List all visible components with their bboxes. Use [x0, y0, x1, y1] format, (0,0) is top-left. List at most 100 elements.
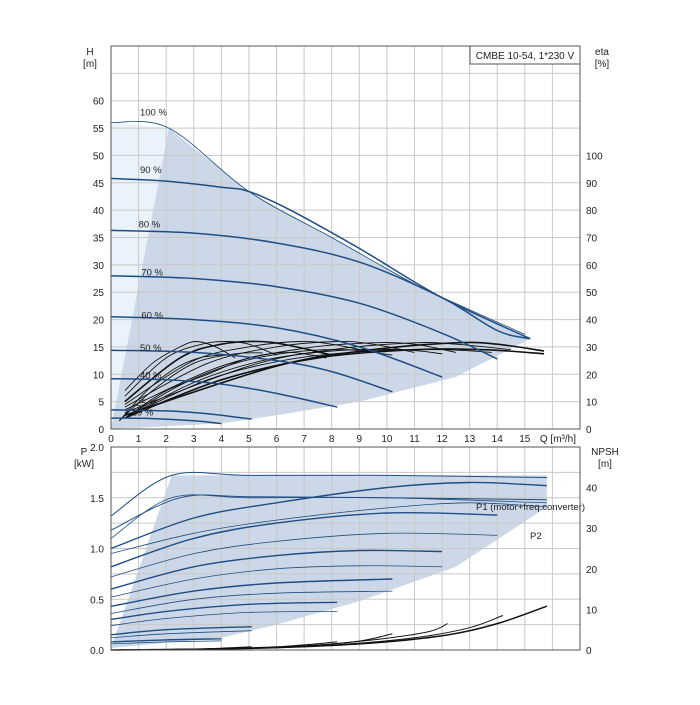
eta-tick-label: 80	[586, 206, 598, 217]
npsh-tick-label: 30	[586, 524, 598, 535]
q-tick-label: 3	[191, 434, 197, 445]
q-axis-label: Q [m³/h]	[540, 434, 576, 445]
p-tick-label: 2.0	[90, 443, 104, 454]
head-curve-label: 80 %	[139, 220, 161, 231]
p2-curve	[110, 494, 547, 539]
p1-curve	[110, 494, 547, 531]
head-curve-label: 19 %	[132, 407, 154, 418]
h-tick-label: 40	[93, 206, 105, 217]
q-tick-label: 10	[381, 434, 393, 445]
eta-curve	[118, 352, 263, 422]
p2-curve	[110, 502, 547, 554]
eta-curve	[124, 341, 277, 397]
p1-curve	[110, 511, 498, 568]
eta-curve	[124, 341, 236, 392]
p2-curve	[110, 640, 222, 645]
eta-axis-unit: [%]	[595, 59, 610, 70]
h-tick-label: 60	[93, 97, 105, 108]
head-curve	[110, 120, 525, 335]
head-curve	[110, 316, 443, 378]
p2-curve	[110, 532, 498, 578]
head-curve-label: 25 %	[136, 398, 158, 409]
head-curve-label: 40 %	[140, 371, 162, 382]
h-tick-label: 5	[98, 398, 104, 409]
p2-curve	[110, 630, 252, 639]
head-curve-label: 70 %	[141, 267, 163, 278]
power-operating-area	[111, 475, 547, 648]
title-box	[469, 45, 581, 65]
p-tick-label: 0.0	[90, 646, 104, 657]
eta-tick-label: 20	[586, 370, 598, 381]
h-axis-label: H	[86, 47, 93, 58]
h-axis-unit: [m]	[83, 59, 97, 70]
eta-curve	[124, 342, 456, 411]
head-panel-frame	[110, 45, 581, 430]
q-tick-label: 8	[329, 434, 335, 445]
h-tick-label: 10	[93, 370, 105, 381]
npsh-axis-unit: [m]	[598, 459, 612, 470]
chart-title: CMBE 10-54, 1*230 V	[476, 51, 575, 62]
h-tick-label: 25	[93, 288, 105, 299]
eta-tick-label: 100	[586, 151, 603, 162]
eta-curve	[118, 354, 222, 422]
p2-series-label: P2	[530, 531, 542, 542]
head-curve-label: 60 %	[141, 310, 163, 321]
q-tick-label: 5	[246, 434, 252, 445]
p-tick-label: 1.5	[90, 494, 104, 505]
eta-tick-label: 60	[586, 261, 598, 272]
head-curve	[110, 349, 393, 393]
eta-axis-label: eta	[595, 47, 609, 58]
q-tick-label: 6	[274, 434, 280, 445]
h-tick-label: 0	[98, 425, 104, 436]
npsh-tick-label: 40	[586, 484, 598, 495]
q-tick-label: 12	[436, 434, 448, 445]
q-tick-label: 2	[163, 434, 169, 445]
eta-tick-label: 70	[586, 234, 598, 245]
head-curve	[110, 417, 222, 425]
h-tick-label: 15	[93, 343, 105, 354]
head-curve	[110, 377, 338, 408]
p1-curve	[110, 549, 443, 590]
h-tick-label: 30	[93, 261, 105, 272]
h-tick-label: 55	[93, 124, 105, 135]
head-curve-label: 50 %	[140, 343, 162, 354]
npsh-tick-label: 0	[586, 646, 592, 657]
p1-curve	[110, 601, 338, 621]
npsh-tick-label: 20	[586, 565, 598, 576]
h-tick-label: 35	[93, 234, 105, 245]
p1-curve	[110, 471, 547, 517]
p-axis-label: P	[81, 447, 88, 458]
q-tick-label: 7	[301, 434, 307, 445]
p1-curve	[110, 626, 252, 636]
p2-curve	[110, 590, 393, 614]
eta-curve	[124, 348, 545, 419]
p2-curve	[110, 565, 443, 598]
h-tick-label: 20	[93, 316, 105, 327]
eta-tick-label: 40	[586, 316, 598, 327]
q-tick-label: 11	[409, 434, 420, 445]
head-operating-area	[111, 128, 531, 429]
eta-tick-label: 0	[586, 425, 592, 436]
eta-tick-label: 90	[586, 179, 598, 190]
head-curve-label: 90 %	[140, 165, 162, 176]
eta-curve	[124, 340, 415, 408]
p-tick-label: 0.5	[90, 595, 104, 606]
p-tick-label: 1.0	[90, 545, 104, 556]
head-curve	[110, 409, 252, 420]
p1-series-label: P1 (motor+freq.converter)	[476, 502, 585, 513]
eta-tick-label: 10	[586, 398, 598, 409]
p1-curve	[110, 481, 547, 550]
eta-curve	[124, 341, 545, 417]
q-tick-label: 9	[357, 434, 363, 445]
p1-curve	[110, 638, 222, 643]
eta-curve	[124, 340, 332, 403]
head-curve	[110, 229, 531, 340]
q-tick-label: 4	[219, 434, 225, 445]
q-tick-label: 14	[492, 434, 504, 445]
p-axis-unit: [kW]	[74, 459, 94, 470]
head-curve	[110, 275, 498, 360]
q-tick-label: 15	[519, 434, 531, 445]
npsh-axis-label: NPSH	[591, 447, 619, 458]
p2-curve	[110, 611, 338, 626]
